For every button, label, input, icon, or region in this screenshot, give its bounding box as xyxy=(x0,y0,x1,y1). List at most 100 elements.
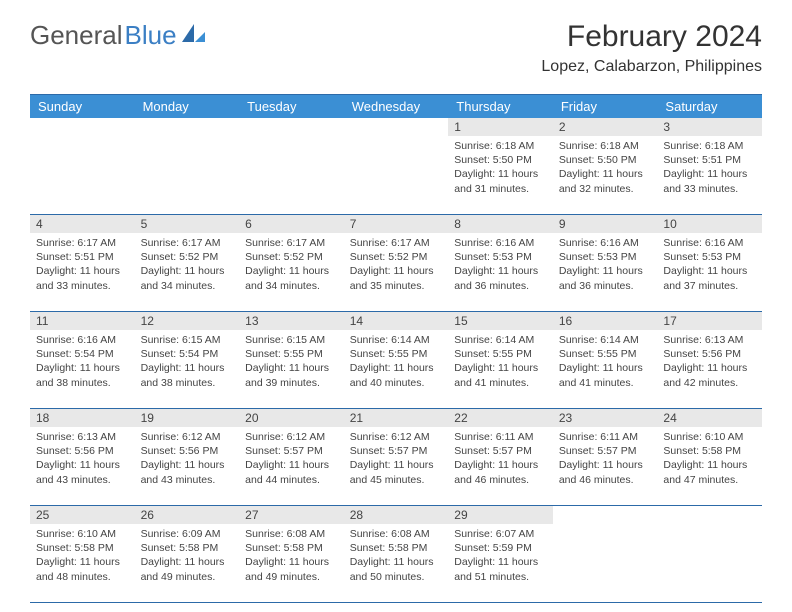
weeks: 123Sunrise: 6:18 AMSunset: 5:50 PMDaylig… xyxy=(30,118,762,603)
sunrise-text: Sunrise: 6:12 AM xyxy=(141,430,234,444)
day-cell: Sunrise: 6:11 AMSunset: 5:57 PMDaylight:… xyxy=(448,427,553,505)
daynum-row: 45678910 xyxy=(30,215,762,233)
sunrise-text: Sunrise: 6:11 AM xyxy=(454,430,547,444)
day-number: 16 xyxy=(553,312,658,330)
sunset-text: Sunset: 5:57 PM xyxy=(350,444,443,458)
day-number: 11 xyxy=(30,312,135,330)
sunset-text: Sunset: 5:51 PM xyxy=(663,153,756,167)
daylight-text: Daylight: 11 hours and 33 minutes. xyxy=(663,167,756,195)
day-number: 10 xyxy=(657,215,762,233)
daylight-text: Daylight: 11 hours and 38 minutes. xyxy=(36,361,129,389)
daylight-text: Daylight: 11 hours and 33 minutes. xyxy=(36,264,129,292)
sunrise-text: Sunrise: 6:13 AM xyxy=(663,333,756,347)
sunrise-text: Sunrise: 6:16 AM xyxy=(559,236,652,250)
day-header: Sunday xyxy=(30,95,135,118)
sunset-text: Sunset: 5:57 PM xyxy=(454,444,547,458)
daylight-text: Daylight: 11 hours and 51 minutes. xyxy=(454,555,547,583)
day-number: 17 xyxy=(657,312,762,330)
week: 11121314151617 Sunrise: 6:16 AM Sunset: 5:… xyxy=(30,312,762,409)
daylight-text: Daylight: 11 hours and 36 minutes. xyxy=(559,264,652,292)
day-number: 29 xyxy=(448,506,553,524)
sunrise-text: Sunrise: 6:14 AM xyxy=(454,333,547,347)
day-number: 20 xyxy=(239,409,344,427)
day-number: 23 xyxy=(553,409,658,427)
day-headers: SundayMondayTuesdayWednesdayThursdayFrid… xyxy=(30,94,762,118)
day-number: 28 xyxy=(344,506,449,524)
sail-icon xyxy=(181,20,207,51)
sunrise-text: Sunrise: 6:17 AM xyxy=(245,236,338,250)
sunrise-text: Sunrise: 6:16 AM xyxy=(36,333,129,347)
day-cell: Sunrise: 6:09 AMSunset: 5:58 PMDaylight:… xyxy=(135,524,240,602)
day-cell: Sunrise: 6:14 AMSunset: 5:55 PMDaylight:… xyxy=(448,330,553,408)
sunset-text: Sunset: 5:57 PM xyxy=(245,444,338,458)
sunset-text: Sunset: 5:52 PM xyxy=(245,250,338,264)
sunset-text: Sunset: 5:56 PM xyxy=(36,444,129,458)
sunset-text: Sunset: 5:52 PM xyxy=(350,250,443,264)
sunset-text: Sunset: 5:57 PM xyxy=(559,444,652,458)
daylight-text: Daylight: 11 hours and 38 minutes. xyxy=(141,361,234,389)
day-number: 7 xyxy=(344,215,449,233)
day-cell: Sunrise: 6:14 AMSunset: 5:55 PMDaylight:… xyxy=(344,330,449,408)
week: 45678910Sunrise: 6:17 AMSunset: 5:51 PMD… xyxy=(30,215,762,312)
daylight-text: Daylight: 11 hours and 37 minutes. xyxy=(663,264,756,292)
logo: GeneralBlue xyxy=(30,20,207,51)
daynum-row: 11121314151617 xyxy=(30,312,762,330)
sunset-text: Sunset: 5:50 PM xyxy=(559,153,652,167)
day-cell: Sunrise: 6:12 AMSunset: 5:57 PMDaylight:… xyxy=(239,427,344,505)
sunrise-text: Sunrise: 6:15 AM xyxy=(141,333,234,347)
sunrise-text: Sunrise: 6:15 AM xyxy=(245,333,338,347)
day-header: Thursday xyxy=(448,95,553,118)
daylight-text: Daylight: 11 hours and 36 minutes. xyxy=(454,264,547,292)
daylight-text: Daylight: 11 hours and 34 minutes. xyxy=(141,264,234,292)
sunset-text: Sunset: 5:58 PM xyxy=(245,541,338,555)
sunrise-text: Sunrise: 6:13 AM xyxy=(36,430,129,444)
day-cell xyxy=(30,136,135,214)
week-cells: Sunrise: 6:13 AMSunset: 5:56 PMDaylight:… xyxy=(30,427,762,505)
day-cell xyxy=(553,524,658,602)
sunset-text: Sunset: 5:58 PM xyxy=(36,541,129,555)
sunset-text: Sunset: 5:56 PM xyxy=(663,347,756,361)
daylight-text: Daylight: 11 hours and 42 minutes. xyxy=(663,361,756,389)
month-title: February 2024 xyxy=(541,20,762,54)
sunset-text: Sunset: 5:53 PM xyxy=(559,250,652,264)
header: GeneralBlue February 2024 Lopez, Calabar… xyxy=(0,0,792,84)
daylight-text: Daylight: 11 hours and 40 minutes. xyxy=(350,361,443,389)
daylight-text: Daylight: 11 hours and 49 minutes. xyxy=(245,555,338,583)
daylight-text: Daylight: 11 hours and 46 minutes. xyxy=(559,458,652,486)
sunset-text: Sunset: 5:58 PM xyxy=(663,444,756,458)
daylight-text: Daylight: 11 hours and 50 minutes. xyxy=(350,555,443,583)
sunrise-text: Sunrise: 6:17 AM xyxy=(141,236,234,250)
sunrise-text: Sunrise: 6:18 AM xyxy=(559,139,652,153)
sunset-text: Sunset: 5:54 PM xyxy=(141,347,234,361)
sunrise-text: Sunrise: 6:14 AM xyxy=(559,333,652,347)
day-header: Monday xyxy=(135,95,240,118)
day-cell: Sunrise: 6:16 AMSunset: 5:53 PMDaylight:… xyxy=(448,233,553,311)
daylight-text: Daylight: 11 hours and 41 minutes. xyxy=(454,361,547,389)
sunset-text: Sunset: 5:58 PM xyxy=(350,541,443,555)
daylight-text: Daylight: 11 hours and 43 minutes. xyxy=(36,458,129,486)
day-cell: Sunrise: 6:18 AMSunset: 5:50 PMDaylight:… xyxy=(553,136,658,214)
daylight-text: Daylight: 11 hours and 31 minutes. xyxy=(454,167,547,195)
day-number: 14 xyxy=(344,312,449,330)
day-number xyxy=(553,506,658,524)
sunrise-text: Sunrise: 6:18 AM xyxy=(663,139,756,153)
week-cells: Sunrise: 6:10 AMSunset: 5:58 PMDaylight:… xyxy=(30,524,762,602)
daylight-text: Daylight: 11 hours and 49 minutes. xyxy=(141,555,234,583)
day-header: Friday xyxy=(553,95,658,118)
day-cell: Sunrise: 6:18 AMSunset: 5:51 PMDaylight:… xyxy=(657,136,762,214)
daylight-text: Daylight: 11 hours and 41 minutes. xyxy=(559,361,652,389)
day-number: 27 xyxy=(239,506,344,524)
day-number xyxy=(30,118,135,136)
day-cell: Sunrise: 6:12 AMSunset: 5:56 PMDaylight:… xyxy=(135,427,240,505)
day-cell xyxy=(135,136,240,214)
daynum-row: 2526272829 xyxy=(30,506,762,524)
day-cell: Sunrise: 6:18 AMSunset: 5:50 PMDaylight:… xyxy=(448,136,553,214)
daylight-text: Daylight: 11 hours and 47 minutes. xyxy=(663,458,756,486)
week-cells: Sunrise: 6:16 AMSunset: 5:54 PMDaylight:… xyxy=(30,330,762,408)
day-number: 3 xyxy=(657,118,762,136)
day-number: 18 xyxy=(30,409,135,427)
sunrise-text: Sunrise: 6:17 AM xyxy=(350,236,443,250)
sunrise-text: Sunrise: 6:10 AM xyxy=(36,527,129,541)
day-cell: Sunrise: 6:17 AMSunset: 5:52 PMDaylight:… xyxy=(239,233,344,311)
day-number: 22 xyxy=(448,409,553,427)
